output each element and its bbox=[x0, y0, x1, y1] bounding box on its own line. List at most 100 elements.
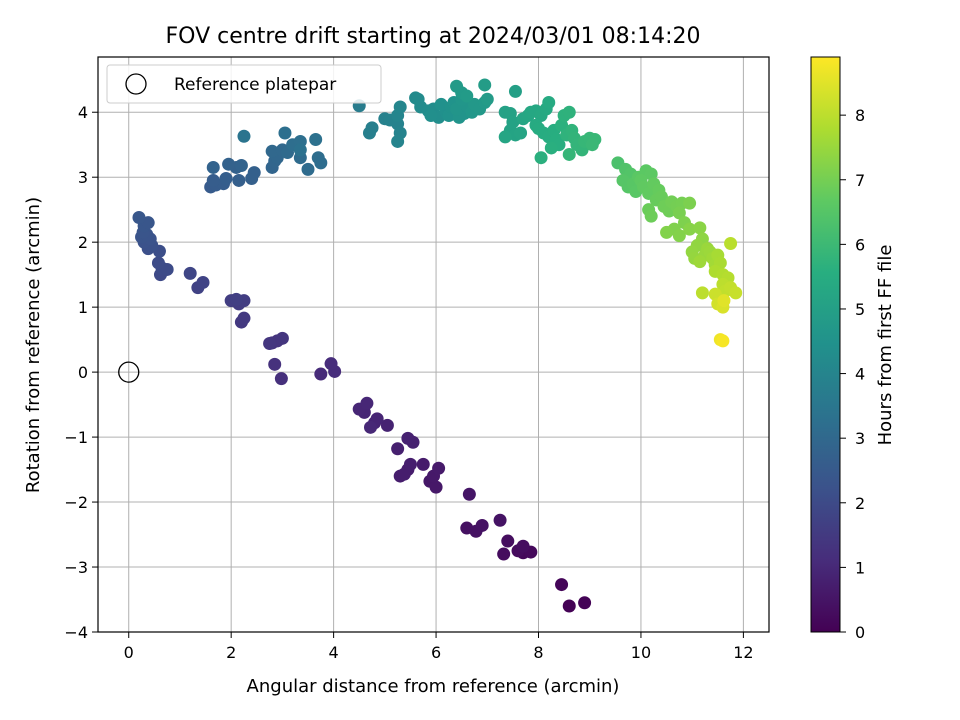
data-point bbox=[206, 160, 220, 174]
x-tick-label: 12 bbox=[733, 643, 753, 662]
colorbar-tick-label: 5 bbox=[855, 300, 865, 319]
y-tick-label: 2 bbox=[78, 233, 88, 252]
colorbar-gradient bbox=[810, 56, 841, 633]
data-point bbox=[380, 418, 394, 432]
data-point bbox=[683, 196, 697, 210]
data-point bbox=[309, 133, 323, 147]
data-point bbox=[219, 171, 233, 185]
colorbar-tick-label: 6 bbox=[855, 235, 865, 254]
data-point bbox=[268, 357, 282, 371]
data-point bbox=[265, 144, 279, 158]
y-axis-ticks: −4 −3 −2 −1 0 1 2 3 4 bbox=[64, 103, 98, 642]
y-axis-label: Rotation from reference (arcmin) bbox=[23, 197, 44, 493]
data-point bbox=[516, 539, 530, 553]
data-point bbox=[229, 292, 243, 306]
data-point bbox=[578, 596, 592, 610]
data-point bbox=[695, 286, 709, 300]
data-point bbox=[275, 331, 289, 345]
data-point bbox=[654, 190, 668, 204]
reference-point bbox=[118, 361, 140, 383]
data-point bbox=[644, 167, 658, 181]
colorbar-tick-label: 0 bbox=[855, 623, 865, 642]
data-point bbox=[555, 578, 569, 592]
y-tick-label: 0 bbox=[78, 363, 88, 382]
data-point bbox=[729, 286, 743, 300]
colorbar-tick-label: 1 bbox=[855, 558, 865, 577]
data-point bbox=[274, 372, 288, 386]
data-point bbox=[475, 518, 489, 532]
data-point bbox=[263, 337, 277, 351]
data-point bbox=[562, 105, 576, 119]
x-tick-label: 0 bbox=[124, 643, 134, 662]
data-point bbox=[196, 275, 210, 289]
plot-frame bbox=[97, 56, 770, 633]
data-point bbox=[693, 221, 707, 235]
data-point bbox=[555, 118, 569, 132]
x-tick-label: 4 bbox=[329, 643, 339, 662]
data-point bbox=[183, 266, 197, 280]
data-point bbox=[360, 396, 374, 410]
data-point bbox=[693, 255, 707, 269]
y-tick-label: 1 bbox=[78, 298, 88, 317]
x-axis-ticks: 0 2 4 6 8 10 12 bbox=[124, 632, 754, 662]
data-point bbox=[301, 162, 315, 176]
data-point bbox=[432, 461, 446, 475]
data-point bbox=[314, 367, 328, 381]
x-tick-label: 10 bbox=[631, 643, 651, 662]
grid-lines bbox=[98, 57, 769, 633]
colorbar-tick-label: 8 bbox=[855, 106, 865, 125]
legend-label: Reference platepar bbox=[174, 75, 336, 95]
data-point bbox=[672, 206, 686, 220]
data-point bbox=[424, 108, 438, 122]
data-point bbox=[393, 100, 407, 114]
data-point bbox=[672, 229, 686, 243]
y-tick-label: 4 bbox=[78, 103, 88, 122]
data-point bbox=[480, 92, 494, 106]
data-point bbox=[562, 147, 576, 161]
data-point bbox=[562, 599, 576, 613]
data-point bbox=[222, 157, 236, 171]
data-point bbox=[498, 130, 512, 144]
data-point bbox=[234, 159, 248, 173]
data-point bbox=[534, 151, 548, 165]
data-point bbox=[278, 126, 292, 140]
data-point bbox=[391, 442, 405, 456]
data-point bbox=[401, 431, 415, 445]
reference-marker bbox=[118, 361, 140, 383]
colorbar-ticks: 0 1 2 3 4 5 6 7 8 bbox=[840, 106, 865, 642]
data-point bbox=[585, 138, 599, 152]
data-point bbox=[508, 84, 522, 98]
data-points bbox=[132, 78, 743, 613]
x-tick-label: 6 bbox=[431, 643, 441, 662]
data-point bbox=[514, 126, 528, 140]
data-point bbox=[206, 173, 220, 187]
data-point bbox=[450, 102, 464, 116]
y-tick-label: −1 bbox=[64, 428, 88, 447]
x-tick-label: 8 bbox=[533, 643, 543, 662]
colorbar-tick-label: 4 bbox=[855, 365, 865, 384]
legend: Reference platepar bbox=[106, 64, 382, 104]
data-point bbox=[644, 209, 658, 223]
colorbar-tick-label: 2 bbox=[855, 494, 865, 513]
data-point bbox=[411, 92, 425, 106]
y-tick-label: −4 bbox=[64, 623, 88, 642]
data-point bbox=[493, 513, 507, 527]
data-point bbox=[434, 97, 448, 111]
x-tick-label: 2 bbox=[226, 643, 236, 662]
data-point bbox=[324, 357, 338, 371]
x-axis-label: Angular distance from reference (arcmin) bbox=[247, 676, 620, 697]
data-point bbox=[683, 222, 697, 236]
data-point bbox=[132, 210, 146, 224]
data-point bbox=[247, 166, 261, 180]
data-point bbox=[403, 457, 417, 471]
data-point bbox=[237, 311, 251, 325]
chart-title: FOV centre drift starting at 2024/03/01 … bbox=[166, 24, 701, 49]
colorbar-tick-label: 7 bbox=[855, 171, 865, 190]
y-tick-label: −2 bbox=[64, 493, 88, 512]
data-point bbox=[314, 156, 328, 170]
data-point bbox=[363, 420, 377, 434]
data-point bbox=[237, 129, 251, 143]
data-point bbox=[460, 89, 474, 103]
data-point bbox=[391, 134, 405, 148]
